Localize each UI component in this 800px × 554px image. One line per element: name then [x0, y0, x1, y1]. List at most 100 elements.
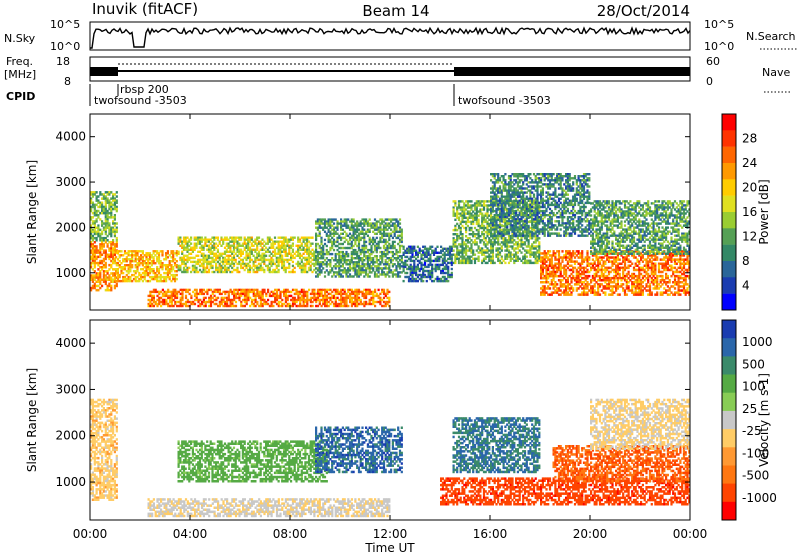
data-cell-8: [515, 220, 518, 223]
data-cell-1: [104, 211, 107, 215]
data-cell-2: [322, 294, 325, 298]
data-cell-7: [493, 200, 496, 203]
data-cell-5: [375, 275, 378, 278]
data-cell-3: [131, 254, 134, 257]
data-cell-4: [238, 252, 241, 255]
data-cell-1: [90, 224, 93, 227]
data-cell-5: [329, 222, 332, 225]
data-cell-7: [486, 222, 489, 226]
data-cell-5: [345, 222, 348, 225]
data-cell-2: [190, 302, 193, 306]
data-cell-5: [384, 255, 387, 258]
data-cell-3: [120, 268, 123, 271]
data-cell-7: [502, 241, 505, 244]
data-cell-7: [518, 210, 521, 213]
data-cell-6: [431, 259, 434, 263]
data-cell-2: [372, 290, 375, 294]
data-cell-5: [357, 242, 361, 246]
data-cell-6: [438, 255, 441, 259]
data-cell-4: [179, 266, 182, 270]
data-cell-6: [432, 279, 436, 283]
data-cell-6: [413, 247, 416, 250]
data-cell-2: [334, 290, 337, 294]
data-cell-3: [141, 271, 144, 275]
data-cell-1: [102, 209, 105, 213]
data-cell-5: [377, 265, 380, 268]
data-cell-5: [366, 224, 369, 227]
data-cell-8: [513, 173, 516, 176]
data-cell-8: [495, 173, 498, 176]
data-cell-5: [357, 246, 361, 250]
data-cell-4: [300, 258, 303, 262]
data-cell-7: [481, 218, 484, 221]
data-cell-2: [343, 288, 346, 292]
data-cell-2: [243, 290, 246, 294]
data-cell-2: [167, 290, 170, 294]
data-cell-4: [256, 248, 259, 251]
data-cell-0: [112, 268, 115, 271]
data-cell-4: [232, 258, 236, 262]
data-cell-2: [245, 290, 248, 294]
data-cell-5: [334, 230, 337, 233]
data-cell-7: [509, 241, 512, 244]
data-cell-5: [343, 222, 346, 225]
data-cell-4: [186, 266, 189, 270]
data-cell-5: [363, 271, 366, 274]
data-cell-2: [245, 294, 248, 298]
data-cell-2: [227, 290, 230, 294]
data-cell-5: [331, 220, 334, 223]
data-cell-2: [372, 300, 375, 304]
data-cell-7: [466, 239, 469, 242]
data-cell-2: [147, 298, 150, 302]
data-cell-2: [179, 292, 182, 296]
data-cell-5: [350, 228, 353, 231]
data-cell-5: [316, 226, 319, 229]
data-cell-4: [282, 238, 286, 241]
data-cell-7: [486, 235, 489, 238]
data-cell-2: [201, 292, 204, 296]
data-cell-0: [113, 268, 116, 271]
data-cell-4: [297, 250, 300, 253]
data-cell-5: [390, 234, 393, 237]
data-cell-2: [275, 296, 279, 300]
data-cell-3: [115, 270, 118, 273]
data-cell-2: [349, 288, 352, 292]
data-cell-7: [481, 208, 484, 211]
data-cell-7: [481, 200, 484, 203]
data-cell-0: [102, 274, 105, 277]
data-cell-3: [166, 266, 169, 269]
data-cell-7: [473, 233, 477, 236]
data-cell-4: [284, 240, 287, 243]
data-cell-0: [90, 251, 93, 254]
data-cell-3: [148, 254, 152, 257]
data-cell-5: [375, 273, 378, 276]
data-cell-4: [282, 236, 286, 239]
data-cell-4: [266, 242, 269, 245]
data-cell-7: [482, 214, 486, 217]
data-cell-7: [468, 257, 471, 260]
data-cell-4: [225, 266, 228, 270]
data-cell-7: [513, 249, 516, 252]
data-cell-5: [357, 228, 361, 231]
data-cell-4: [198, 258, 202, 262]
data-cell-8: [493, 175, 496, 178]
data-cell-1: [101, 197, 104, 200]
data-cell-3: [161, 266, 164, 269]
data-cell-6: [443, 261, 446, 265]
data-cell-4: [240, 238, 243, 241]
data-cell-8: [525, 232, 528, 235]
data-cell-5: [361, 250, 364, 254]
data-cell-4: [218, 266, 221, 270]
data-cell-6: [447, 249, 450, 252]
data-cell-8: [507, 232, 511, 235]
data-cell-5: [316, 218, 319, 221]
data-cell-7: [529, 261, 532, 265]
data-cell-5: [322, 222, 325, 225]
data-cell-2: [318, 290, 321, 294]
data-cell-5: [316, 267, 319, 270]
data-cell-5: [315, 255, 318, 258]
data-cell-4: [181, 246, 184, 249]
data-cell-7: [463, 255, 466, 258]
data-cell-4: [209, 252, 212, 255]
data-cell-2: [177, 304, 180, 308]
